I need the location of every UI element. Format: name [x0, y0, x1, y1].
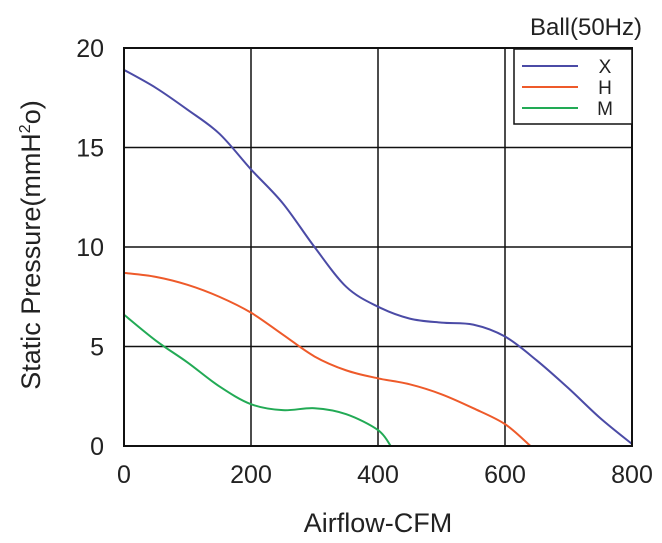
y-tick-label-0: 0 — [90, 433, 104, 461]
series-line-m — [123, 313, 392, 447]
y-axis-title-tail: o) — [16, 100, 46, 124]
series-lines — [123, 68, 633, 447]
tick-labels: 0 200 400 600 800 0 5 10 15 20 — [76, 35, 653, 489]
x-tick-label-4: 800 — [611, 461, 653, 489]
legend-label-h: H — [598, 78, 612, 99]
legend-label-x: X — [599, 57, 612, 78]
x-axis-title: Airflow-CFM — [304, 508, 453, 538]
legend-label-m: M — [597, 99, 613, 120]
legend: XHM — [513, 48, 633, 125]
y-axis-title-main: Static Pressure(mmH — [16, 133, 46, 390]
y-tick-label-1: 5 — [90, 334, 104, 362]
y-tick-label-3: 15 — [76, 135, 104, 163]
series-line-h — [123, 271, 532, 447]
y-axis-title: Static Pressure(mmH2o) — [16, 100, 46, 389]
x-tick-label-3: 600 — [484, 461, 526, 489]
x-tick-label-2: 400 — [357, 461, 399, 489]
series-line-x — [123, 68, 633, 446]
y-tick-label-4: 20 — [76, 35, 104, 63]
y-tick-label-2: 10 — [76, 234, 104, 262]
x-tick-label-0: 0 — [117, 461, 131, 489]
plot-frame — [123, 47, 633, 447]
y-axis-title-superscript: 2 — [17, 124, 34, 133]
chart-title: Ball(50Hz) — [530, 14, 642, 41]
x-tick-label-1: 200 — [230, 461, 272, 489]
